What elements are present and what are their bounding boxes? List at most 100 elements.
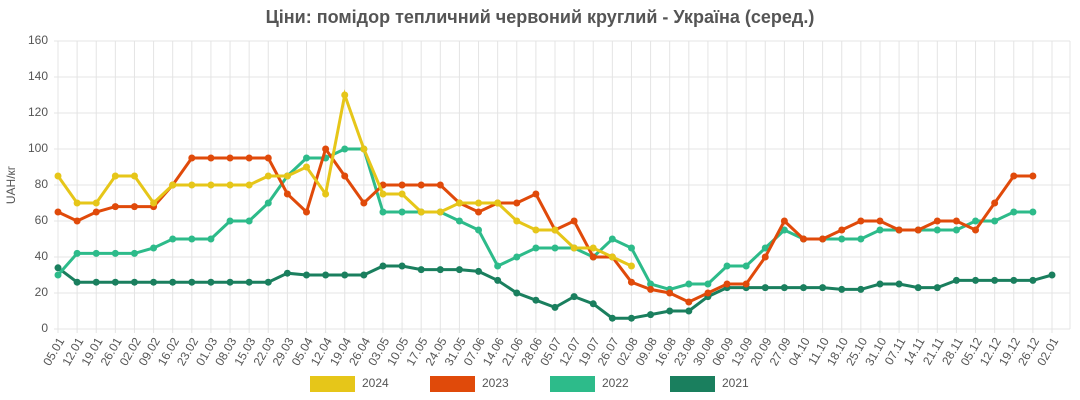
data-point [685,298,693,306]
legend-label: 2021 [722,376,749,390]
data-point [283,172,291,180]
series-line [56,147,1033,291]
data-point [322,145,330,153]
data-point [169,235,177,243]
data-point [933,284,941,292]
data-point [819,284,827,292]
data-point [933,217,941,225]
data-point [685,307,693,315]
data-point [723,280,731,288]
data-point [169,181,177,189]
data-point [551,244,559,252]
data-point [360,145,368,153]
data-point [494,276,502,284]
data-point [761,253,769,261]
data-point [1029,172,1037,180]
data-point [150,244,158,252]
data-point [914,284,922,292]
data-point [551,303,559,311]
y-tick-label: 160 [28,33,48,47]
data-point [283,190,291,198]
data-point [475,267,483,275]
data-point [876,217,884,225]
data-point [398,262,406,270]
data-point [914,226,922,234]
data-point [780,217,788,225]
y-axis-label: UAH/кг [4,165,18,204]
data-point [857,217,865,225]
data-point [417,181,425,189]
data-point [207,235,215,243]
data-point [188,154,196,162]
data-point [876,226,884,234]
data-point [379,208,387,216]
data-point [341,172,349,180]
data-point [857,235,865,243]
legend-swatch [550,376,595,392]
data-point [761,244,769,252]
data-point [532,190,540,198]
data-point [111,249,119,257]
data-point [551,226,559,234]
data-point [1029,276,1037,284]
data-point [92,199,100,207]
data-point [704,289,712,297]
data-point [360,271,368,279]
data-point [207,181,215,189]
data-point [627,244,635,252]
data-point [303,208,310,216]
data-point [73,217,81,225]
data-point [92,278,100,286]
data-point [207,154,215,162]
legend-swatch [430,376,475,392]
data-point [1029,208,1037,216]
data-point [666,307,674,315]
data-point [1048,271,1056,279]
data-point [532,226,540,234]
data-point [838,226,846,234]
data-point [417,266,425,274]
data-point [245,154,253,162]
data-point [972,226,980,234]
data-point [952,226,960,234]
data-point [264,172,272,180]
data-point [341,145,349,153]
data-point [379,190,387,198]
data-point [895,280,903,288]
data-point [54,264,62,272]
data-point [169,278,177,286]
y-tick-label: 40 [35,249,49,263]
data-point [838,285,846,293]
data-point [532,296,540,304]
data-point [513,289,521,297]
data-point [303,163,310,171]
data-point [475,208,483,216]
data-point [570,244,578,252]
data-point [952,276,960,284]
data-point [111,203,119,211]
data-point [1010,172,1018,180]
data-point [322,271,330,279]
series-line [57,145,1033,304]
data-point [226,278,234,286]
data-point [800,284,807,292]
data-point [532,244,540,252]
data-point [685,280,693,288]
data-point [379,262,387,270]
data-point [608,235,616,243]
data-point [150,199,158,207]
data-point [742,262,750,270]
data-point [245,217,253,225]
data-point [398,181,406,189]
data-point [341,91,349,99]
data-point [92,249,100,257]
data-point [589,300,597,308]
data-point [627,262,635,270]
data-point [513,217,521,225]
data-point [54,208,62,216]
data-point [838,235,846,243]
y-tick-label: 20 [35,285,49,299]
legend-label: 2024 [362,376,389,390]
data-point [360,199,368,207]
data-point [188,235,196,243]
